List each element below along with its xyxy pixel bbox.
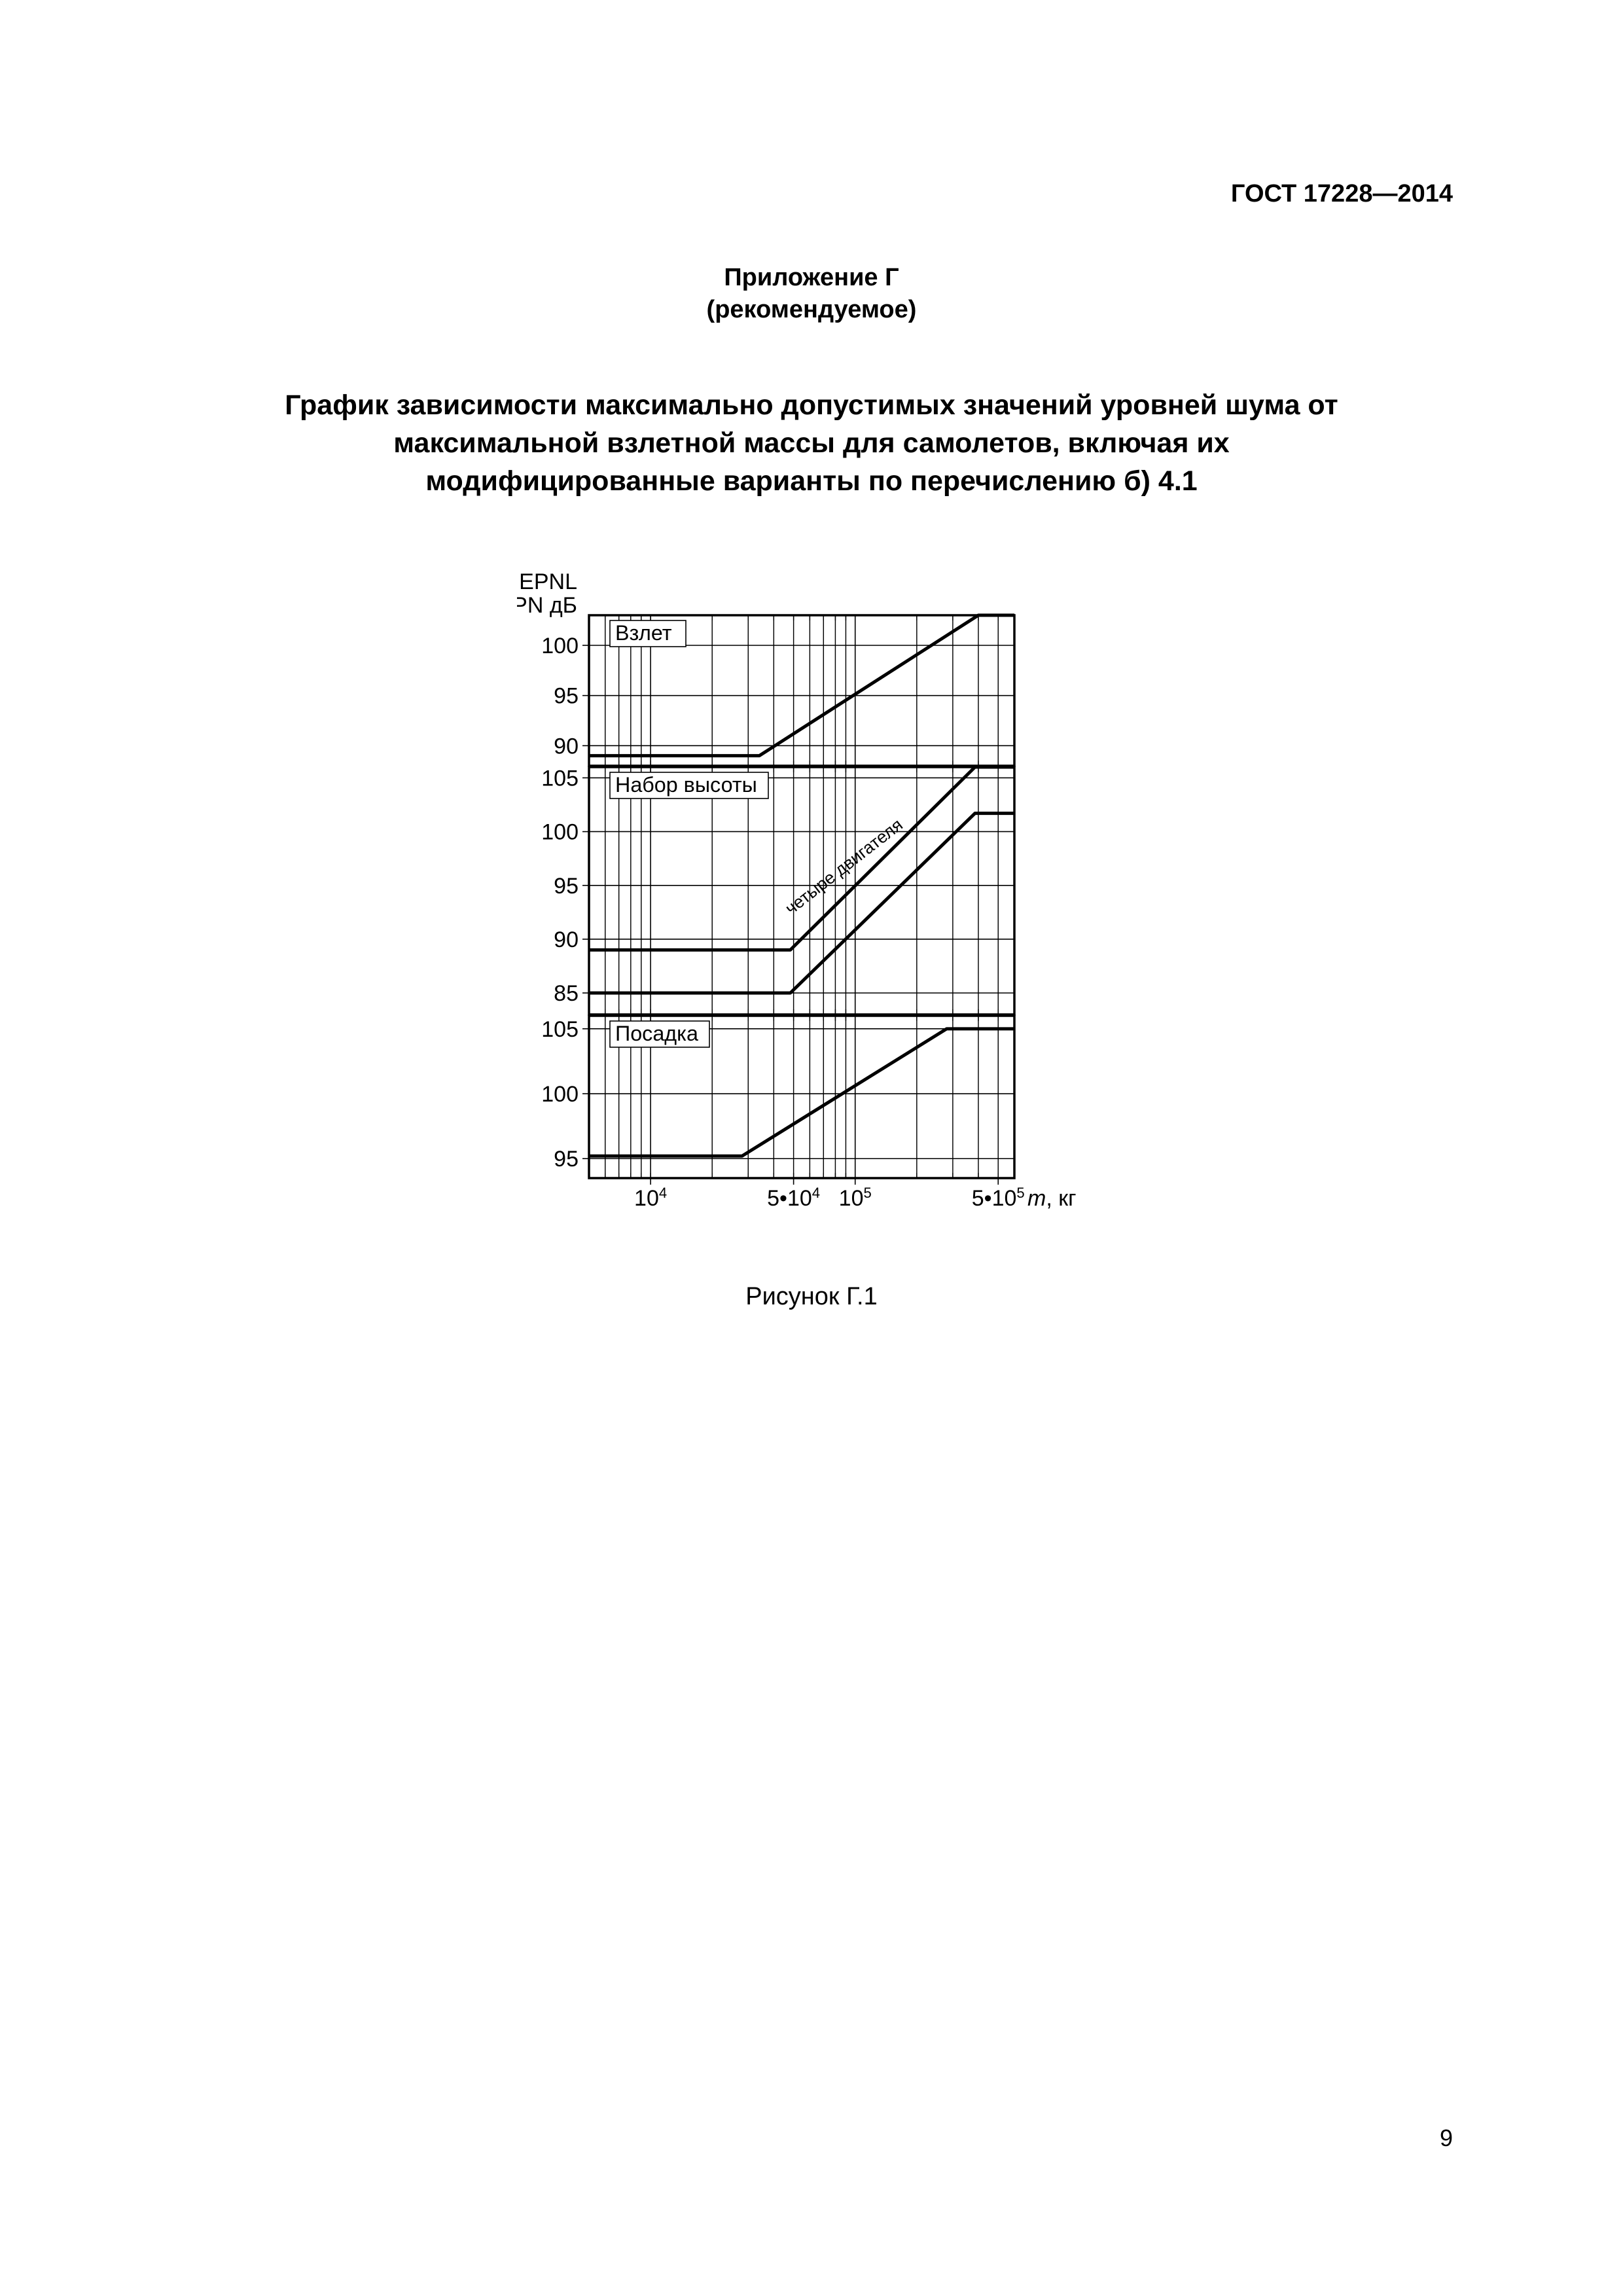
- svg-text:104: 104: [634, 1185, 667, 1211]
- svg-text:100: 100: [541, 1082, 579, 1107]
- appendix-label: Приложение Г: [0, 262, 1623, 294]
- svg-text:95: 95: [554, 1147, 579, 1172]
- svg-text:четыре двигателя: четыре двигателя: [781, 815, 906, 918]
- standard-code: ГОСТ 17228—2014: [1231, 180, 1453, 208]
- svg-text:5•105: 5•105: [972, 1185, 1025, 1211]
- svg-text:100: 100: [541, 820, 579, 845]
- page-number: 9: [1440, 2125, 1453, 2152]
- svg-text:Набор высоты: Набор высоты: [615, 773, 757, 797]
- svg-text:95: 95: [554, 874, 579, 899]
- svg-text:90: 90: [554, 927, 579, 952]
- svg-text:m, кг: m, кг: [1027, 1186, 1077, 1211]
- svg-text:Посадка: Посадка: [615, 1022, 698, 1045]
- svg-text:Взлет: Взлет: [615, 621, 672, 645]
- title-line-2: максимальной взлетной массы для самолето…: [0, 424, 1623, 462]
- title-line-1: График зависимости максимально допустимы…: [0, 386, 1623, 424]
- svg-text:105: 105: [839, 1185, 872, 1211]
- svg-text:100: 100: [541, 634, 579, 658]
- svg-text:EPN дБ: EPN дБ: [517, 593, 577, 618]
- svg-text:85: 85: [554, 981, 579, 1006]
- noise-chart: EPNLEPN дБ 90 95 100 Взлет 85 90 95 100 105 Набор …: [517, 569, 1106, 1273]
- svg-text:105: 105: [541, 766, 579, 791]
- svg-text:EPNL: EPNL: [519, 569, 577, 594]
- appendix-heading: Приложение Г (рекомендуемое): [0, 262, 1623, 327]
- svg-text:90: 90: [554, 734, 579, 759]
- svg-text:105: 105: [541, 1017, 579, 1042]
- svg-text:5•104: 5•104: [767, 1185, 820, 1211]
- appendix-note: (рекомендуемое): [0, 294, 1623, 326]
- svg-text:95: 95: [554, 684, 579, 709]
- title-line-3: модифицированные варианты по перечислени…: [0, 462, 1623, 500]
- main-title: График зависимости максимально допустимы…: [0, 386, 1623, 500]
- figure-caption: Рисунок Г.1: [0, 1283, 1623, 1311]
